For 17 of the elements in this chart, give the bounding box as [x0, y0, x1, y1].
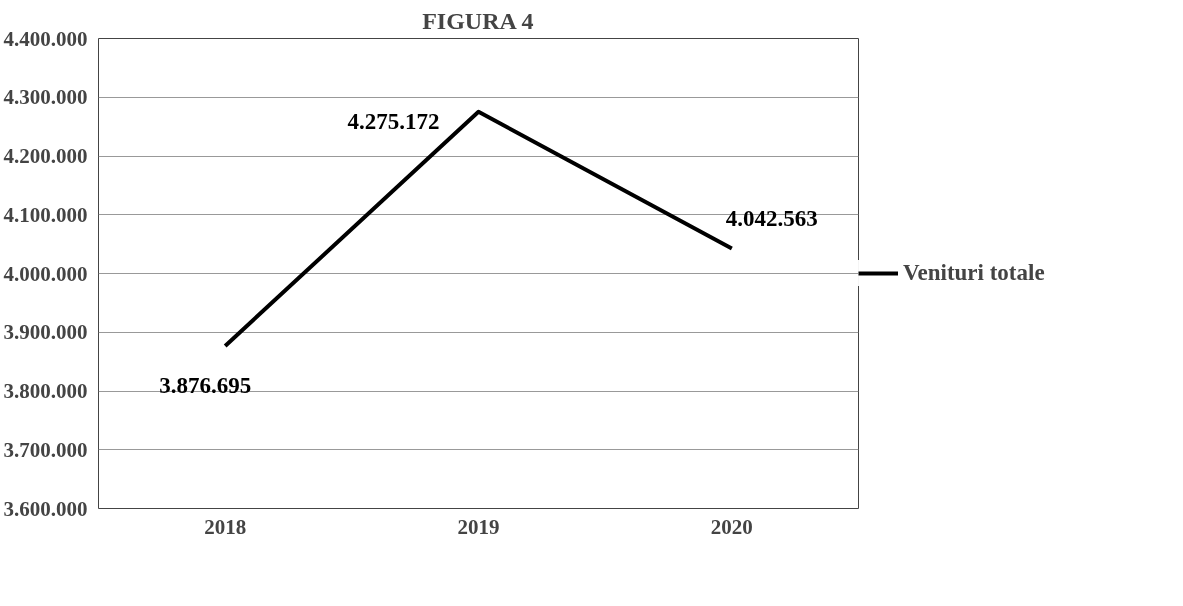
y-tick-label: 3.700.000: [3, 437, 88, 462]
chart-title: FIGURA 4: [422, 7, 534, 34]
data-label: 3.876.695: [159, 373, 252, 399]
data-label: 4.275.172: [347, 109, 440, 135]
y-tick-label: 3.800.000: [3, 379, 88, 403]
legend-label: Venituri totale: [903, 260, 1045, 286]
x-tick-label: 2020: [710, 514, 753, 539]
y-tick-label: 4.100.000: [3, 202, 88, 227]
y-tick-label: 3.900.000: [3, 320, 88, 345]
y-tick-label: 4.300.000: [3, 85, 88, 110]
data-label: 4.042.563: [725, 205, 818, 231]
x-tick-label: 2018: [204, 514, 247, 539]
x-tick-label: 2019: [457, 514, 500, 539]
y-tick-label: 4.000.000: [3, 261, 88, 286]
y-tick-label: 4.200.000: [3, 144, 88, 168]
y-tick-label: 3.600.000: [3, 496, 88, 521]
y-tick-label: 4.400.000: [3, 26, 88, 51]
